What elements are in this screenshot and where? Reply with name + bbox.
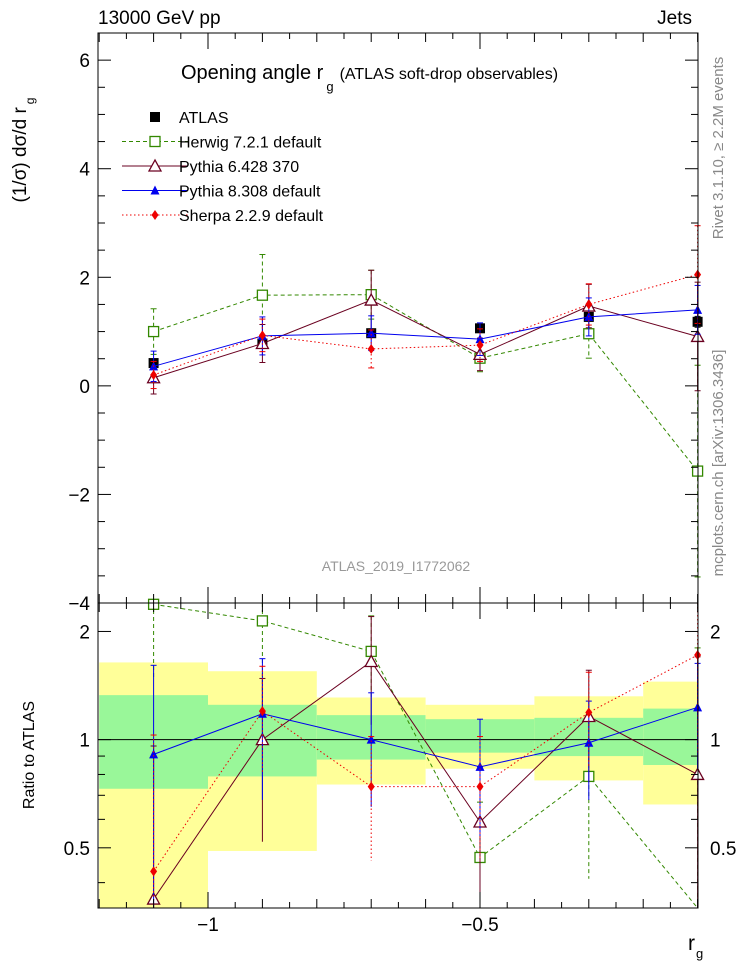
main-point-3-3: [475, 334, 485, 344]
main-line-1: [153, 294, 698, 472]
ratio-point-2-3: [475, 761, 485, 771]
main-line-3: [153, 309, 698, 367]
legend-marker-4: [151, 210, 159, 220]
main-title-tail: (ATLAS soft-drop observables): [340, 66, 558, 83]
ratio-line-3: [153, 654, 698, 872]
main-series: [146, 225, 705, 578]
legend-label-1: Herwig 7.2.1 default: [179, 135, 322, 152]
legend: ATLAS Herwig 7.2.1 default Pythia 6.428 37…: [122, 110, 324, 225]
main-point-4-4: [585, 299, 593, 310]
ratio-point-3-4: [585, 707, 593, 718]
main-ytick-label: 4: [79, 160, 90, 181]
legend-marker-3: [150, 185, 160, 195]
main-point-2-2: [364, 292, 379, 306]
ratio-ylabel: Ratio to ATLAS: [21, 701, 38, 809]
ratio-xlabel: rg: [688, 932, 703, 961]
main-series-1: [147, 253, 704, 578]
main-series-3: [149, 284, 703, 383]
legend-marker-0: [150, 112, 160, 122]
ratio-series-2: [149, 658, 703, 908]
main-series-0: [148, 311, 703, 369]
legend-item-1: Herwig 7.2.1 default: [122, 135, 322, 152]
legend-item-0: ATLAS: [150, 110, 229, 127]
ratio-ytick-label-right: 2: [710, 622, 721, 643]
ratio-point-3-0: [150, 866, 158, 877]
ratio-xtick-label: −1: [197, 915, 219, 936]
ratio-line-2: [153, 706, 698, 768]
axes: −4 −2 0 2 4 6 0.5 0.5 1 1 2 2 −1 −0.5: [64, 32, 736, 936]
source-label: mcplots.cern.ch [arXiv:1306.3436]: [710, 350, 727, 577]
ratio-point-2-2: [366, 734, 376, 744]
band-green-5: [643, 708, 698, 765]
ratio-point-3-2: [367, 781, 375, 792]
main-point-3-2: [366, 328, 376, 338]
ratio-point-0-1: [256, 615, 269, 627]
main-ytick-label: 0: [79, 377, 90, 398]
legend-label-3: Pythia 8.308 default: [179, 184, 321, 201]
ratio-ytick-label-right: 1: [710, 731, 721, 752]
main-title: Opening angle rg (ATLAS soft-drop observa…: [181, 62, 558, 94]
main-point-4-3: [476, 340, 484, 351]
main-series-4: [150, 225, 702, 390]
legend-marker-1: [149, 135, 161, 148]
main-ylabel-sub: g: [23, 98, 37, 105]
ratio-point-3-1: [258, 706, 266, 717]
main-ytick-label: −2: [68, 485, 90, 506]
ratio-xtick-label: −0.5: [461, 915, 499, 936]
ratio-point-2-0: [149, 749, 159, 759]
main-ytick-label: −4: [68, 594, 90, 615]
legend-item-2: Pythia 6.428 370: [122, 158, 299, 176]
ratio-point-2-4: [584, 737, 594, 747]
main-point-4-2: [367, 343, 375, 354]
legend-item-3: Pythia 8.308 default: [122, 184, 321, 201]
legend-marker-2: [147, 158, 163, 172]
ratio-xlabel-text: r: [688, 932, 695, 955]
process-label: Jets: [657, 8, 692, 29]
legend-label-0: ATLAS: [179, 110, 229, 127]
rivet-label: Rivet 3.1.10, ≥ 2.2M events: [710, 57, 727, 240]
main-point-4-1: [258, 330, 266, 341]
main-ytick-label: 6: [79, 51, 90, 72]
ratio-point-1-2: [364, 654, 379, 668]
legend-label-2: Pythia 6.428 370: [179, 159, 299, 176]
main-point-1-0: [147, 325, 160, 338]
main-series-2: [146, 269, 705, 395]
main-line-4: [153, 274, 698, 376]
analysis-id: ATLAS_2019_I1772062: [322, 558, 471, 574]
legend-item-4: Sherpa 2.2.9 default: [122, 208, 324, 225]
ratio-ytick-label: 1: [79, 731, 90, 752]
main-point-4-0: [150, 370, 158, 380]
legend-label-4: Sherpa 2.2.9 default: [179, 208, 324, 225]
ratio-bands: [98, 662, 698, 908]
main-ytick-label: 2: [79, 268, 90, 289]
main-ylabel-text: (1/σ) dσ/d r: [10, 107, 31, 203]
main-line-2: [153, 299, 698, 379]
main-title-text: Opening angle r: [181, 62, 324, 84]
main-ylabel: (1/σ) dσ/d r g: [10, 98, 37, 203]
energy-label: 13000 GeV pp: [98, 8, 221, 29]
ratio-line-0: [153, 603, 698, 909]
ratio-point-3-3: [476, 781, 484, 792]
ratio-ytick-label-right: 0.5: [710, 839, 736, 860]
main-title-sub: g: [326, 79, 333, 94]
ratio-ytick-label: 2: [79, 622, 90, 643]
ratio-xlabel-sub: g: [696, 946, 703, 961]
ratio-ytick-label: 0.5: [64, 839, 90, 860]
ratio-line-1: [153, 660, 698, 900]
main-point-1-1: [256, 289, 269, 301]
